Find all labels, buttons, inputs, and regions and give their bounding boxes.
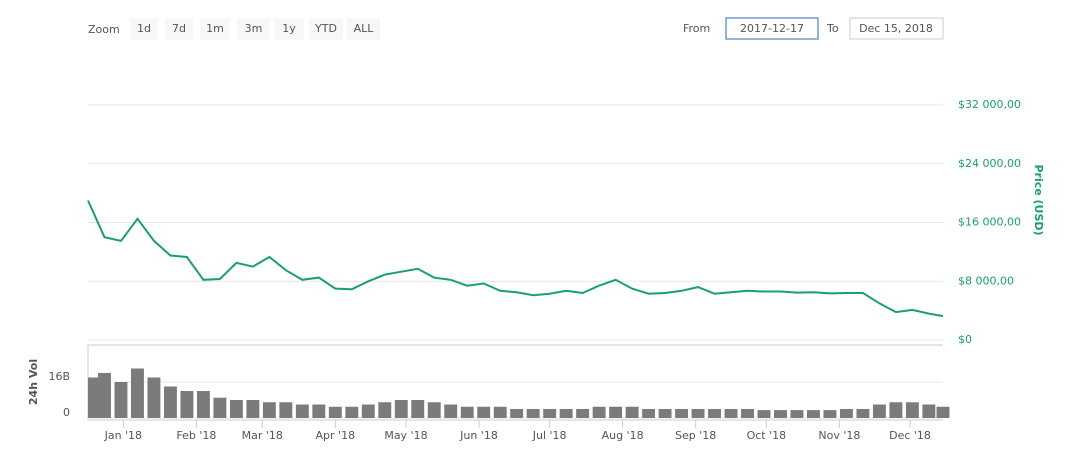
zoom-button[interactable]	[309, 18, 343, 40]
zoom-button-label[interactable]: 3m	[245, 22, 263, 35]
volume-bar	[147, 377, 161, 418]
volume-bar	[361, 404, 375, 418]
volume-bar	[279, 402, 293, 418]
volume-bar	[823, 410, 837, 418]
zoom-button[interactable]	[347, 18, 380, 40]
volume-bar	[576, 409, 590, 418]
zoom-button-label[interactable]: 7d	[172, 22, 186, 35]
x-tick-label: Jul '18	[532, 429, 567, 442]
from-input[interactable]	[725, 17, 819, 40]
x-tick-label: Aug '18	[602, 429, 644, 442]
y-tick-label: $8 000,00	[958, 274, 1014, 287]
volume-bar	[295, 404, 309, 418]
volume-bar	[163, 386, 177, 418]
volume-bar	[609, 406, 623, 418]
y-axis-title: 24h Vol	[27, 359, 40, 405]
volume-bar	[757, 410, 771, 418]
volume-bar	[213, 397, 227, 418]
volume-bar	[543, 409, 557, 418]
volume-bar	[889, 402, 903, 418]
x-tick-label: Jun '18	[459, 429, 498, 442]
volume-bar	[312, 404, 326, 418]
volume-bar	[675, 409, 689, 418]
volume-bar	[872, 404, 886, 418]
volume-bar	[510, 409, 524, 418]
volume-bar	[708, 409, 721, 418]
volume-bar	[98, 373, 111, 418]
volume-bar	[774, 410, 787, 418]
x-tick-label: Dec '18	[889, 429, 931, 442]
x-tick-label: Sep '18	[675, 429, 716, 442]
volume-bar	[411, 400, 425, 418]
zoom-label: Zoom	[88, 23, 120, 36]
volume-bar	[642, 409, 656, 418]
zoom-button[interactable]	[237, 18, 270, 40]
from-label: From	[683, 22, 710, 35]
volume-bar	[345, 406, 359, 418]
volume-bar	[790, 410, 804, 418]
volume-bar	[625, 406, 639, 418]
volume-bar	[180, 391, 194, 418]
volume-bar	[427, 402, 441, 418]
volume-bar	[131, 368, 144, 418]
volume-bar	[493, 406, 507, 418]
volume-bar	[114, 382, 128, 418]
zoom-button-label[interactable]: 1m	[206, 22, 224, 35]
zoom-button-label[interactable]: 1d	[137, 22, 151, 35]
x-tick-label: Nov '18	[818, 429, 860, 442]
zoom-button-label[interactable]: ALL	[354, 22, 375, 35]
volume-bar	[88, 377, 101, 418]
price-line	[87, 200, 944, 318]
volume-bar	[936, 406, 950, 418]
y-tick-label: $0	[958, 333, 972, 346]
to-value[interactable]: Dec 15, 2018	[859, 22, 933, 35]
volume-bar	[691, 409, 705, 418]
x-tick-label: Feb '18	[176, 429, 216, 442]
volume-bar	[905, 402, 919, 418]
zoom-button-label[interactable]: YTD	[314, 22, 337, 35]
x-tick-label: May '18	[384, 429, 427, 442]
volume-bar	[526, 409, 540, 418]
volume-bar	[592, 406, 606, 418]
volume-bar	[922, 404, 936, 418]
y-tick-label: 16B	[48, 370, 70, 383]
from-value[interactable]: 2017-12-17	[740, 22, 804, 35]
volume-bar	[807, 410, 820, 418]
to-label: To	[826, 22, 839, 35]
zoom-button[interactable]	[274, 18, 304, 40]
volume-bar	[559, 409, 573, 418]
y-tick-label: $32 000,00	[958, 98, 1021, 111]
zoom-button[interactable]	[200, 18, 230, 40]
zoom-button[interactable]	[165, 18, 193, 40]
volume-bar	[444, 404, 458, 418]
volume-bar	[328, 406, 342, 418]
y-tick-label: $24 000,00	[958, 157, 1021, 170]
to-input[interactable]	[849, 17, 944, 40]
x-tick-label: Oct '18	[747, 429, 787, 442]
volume-bar	[246, 400, 260, 418]
volume-bar	[394, 400, 408, 418]
volume-bar	[196, 391, 210, 418]
x-tick-label: Jan '18	[104, 429, 142, 442]
volume-bar	[724, 409, 738, 418]
volume-bar	[229, 400, 243, 418]
volume-bar	[839, 409, 853, 418]
volume-bar	[477, 406, 491, 418]
y-axis-title: Price (USD)	[1032, 164, 1045, 235]
volume-bar	[741, 409, 754, 418]
y-tick-label: 0	[63, 406, 70, 419]
volume-bar	[856, 409, 870, 418]
y-tick-label: $16 000,00	[958, 216, 1021, 229]
x-tick-label: Mar '18	[242, 429, 283, 442]
volume-bar	[378, 402, 392, 418]
x-tick-label: Apr '18	[316, 429, 356, 442]
volume-bar	[262, 402, 276, 418]
zoom-button[interactable]	[130, 18, 158, 40]
volume-bar	[460, 406, 474, 418]
volume-bar	[658, 409, 672, 418]
zoom-button-label[interactable]: 1y	[282, 22, 296, 35]
